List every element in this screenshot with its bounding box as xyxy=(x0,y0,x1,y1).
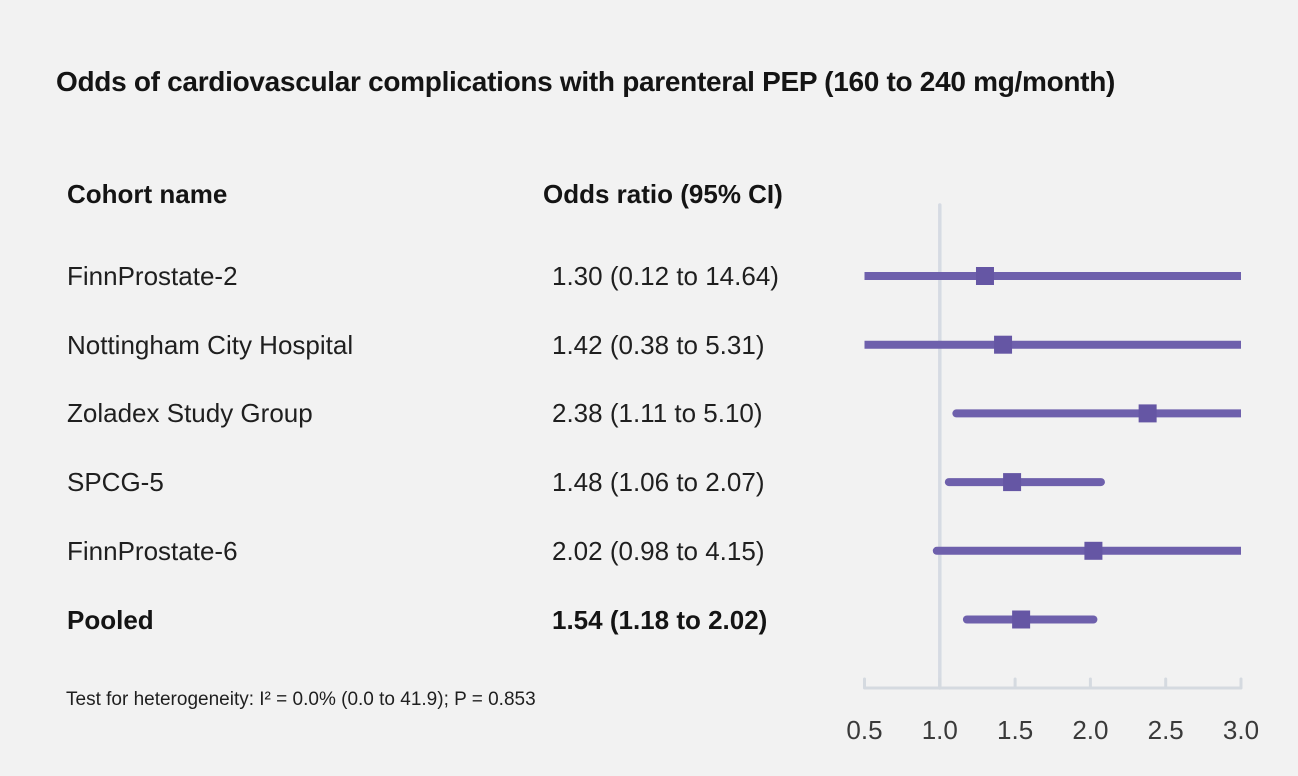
or-marker xyxy=(975,267,994,285)
ci-lines xyxy=(864,272,1241,624)
or-marker xyxy=(1012,610,1031,629)
cohort-name: FinnProstate-6 xyxy=(67,535,238,566)
cohort-row: FinnProstate-2 1.30 (0.12 to 14.64) xyxy=(0,258,850,294)
odds-ratio-value: 1.42 (0.38 to 5.31) xyxy=(552,329,765,360)
x-axis xyxy=(863,677,1243,690)
axis-tick-label: 1.5 xyxy=(997,715,1033,745)
or-marker xyxy=(1138,404,1157,423)
figure-title: Odds of cardiovascular complications wit… xyxy=(56,66,1116,97)
cohort-name: FinnProstate-2 xyxy=(67,261,238,291)
cohort-row: Zoladex Study Group 2.38 (1.11 to 5.10) xyxy=(0,395,850,431)
cohort-row: Nottingham City Hospital 1.42 (0.38 to 5… xyxy=(0,327,850,363)
cohort-row: Pooled 1.54 (1.18 to 2.02) xyxy=(0,602,850,638)
axis-tick-label: 2.5 xyxy=(1148,715,1184,745)
column-header-cohort: Cohort name xyxy=(67,179,228,209)
axis-tick-label: 1.0 xyxy=(922,715,958,745)
cohort-row: SPCG-5 1.48 (1.06 to 2.07) xyxy=(0,464,850,500)
cohort-name: Nottingham City Hospital xyxy=(67,329,354,360)
odds-ratio-value: 1.48 (1.06 to 2.07) xyxy=(552,467,765,498)
axis-tick-label: 3.0 xyxy=(1223,715,1259,745)
axis-tick-label: 0.5 xyxy=(846,715,882,745)
heterogeneity-note: Test for heterogeneity: I² = 0.0% (0.0 t… xyxy=(66,689,536,710)
or-marker xyxy=(1084,541,1103,560)
cohort-row: FinnProstate-6 2.02 (0.98 to 4.15) xyxy=(0,533,850,569)
axis-tick-label: 2.0 xyxy=(1072,715,1108,745)
odds-ratio-value: 1.30 (0.12 to 14.64) xyxy=(552,261,779,291)
cohort-name: Pooled xyxy=(67,604,154,635)
odds-ratio-value: 2.38 (1.11 to 5.10) xyxy=(552,398,763,429)
odds-ratio-value: 2.02 (0.98 to 4.15) xyxy=(552,535,765,566)
cohort-name: SPCG-5 xyxy=(67,467,164,498)
cohort-name: Zoladex Study Group xyxy=(67,398,313,429)
or-marker xyxy=(1003,473,1022,492)
odds-ratio-value: 1.54 (1.18 to 2.02) xyxy=(552,604,768,635)
column-header-odds-ratio: Odds ratio (95% CI) xyxy=(543,179,783,209)
or-marker xyxy=(994,335,1013,354)
